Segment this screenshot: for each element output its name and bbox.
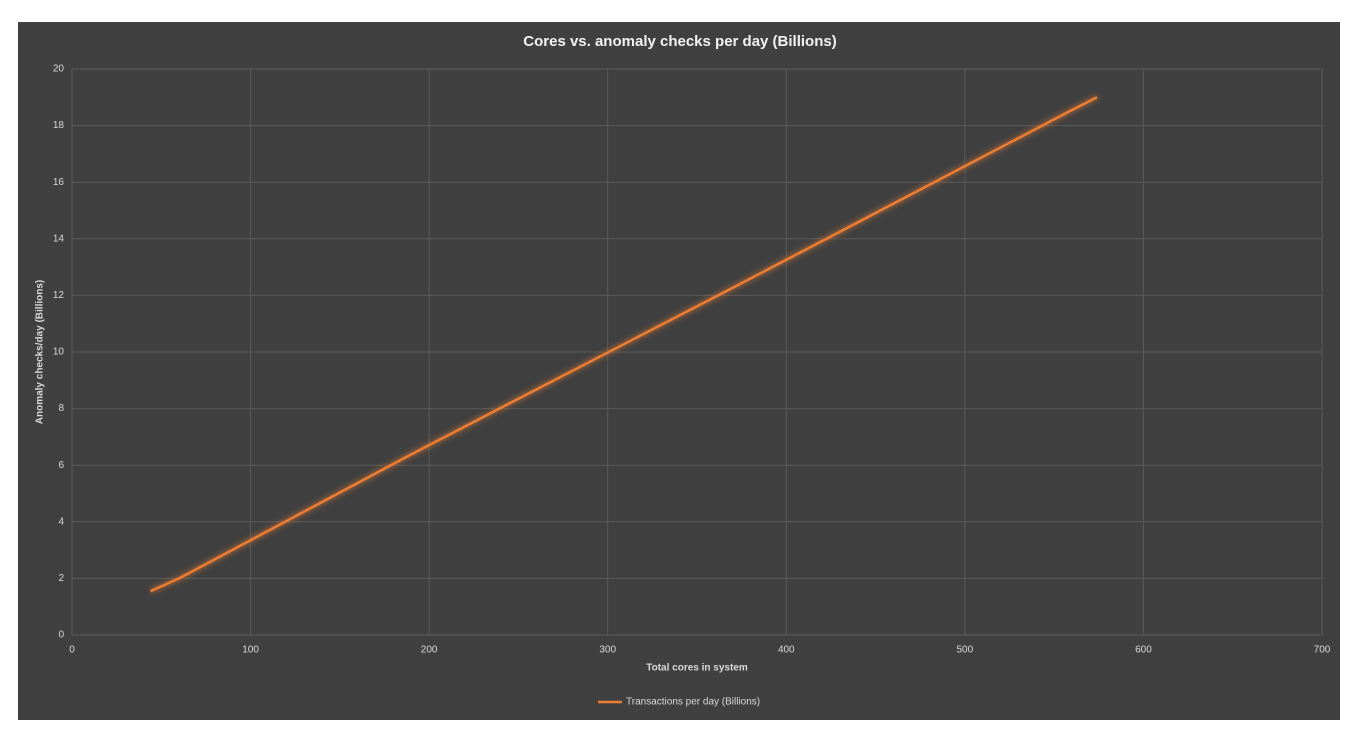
x-tick-label: 300 xyxy=(599,645,616,656)
x-tick-label: 600 xyxy=(1135,645,1152,656)
y-tick-label: 12 xyxy=(53,290,65,301)
chart-background xyxy=(18,22,1340,720)
y-tick-label: 18 xyxy=(53,120,65,131)
x-tick-label: 500 xyxy=(957,645,974,656)
y-tick-label: 2 xyxy=(58,573,64,584)
y-axis-label: Anomaly checks/day (Billions) xyxy=(35,280,46,425)
y-tick-label: 8 xyxy=(58,403,64,414)
chart-title: Cores vs. anomaly checks per day (Billio… xyxy=(523,33,836,50)
legend-label: Transactions per day (Billions) xyxy=(626,697,760,708)
data-line xyxy=(150,96,1098,593)
x-tick-label: 100 xyxy=(242,645,259,656)
y-tick-label: 16 xyxy=(53,177,65,188)
y-tick-label: 0 xyxy=(58,630,64,641)
y-tick-label: 4 xyxy=(58,516,64,527)
x-tick-label: 0 xyxy=(69,645,75,656)
x-axis-label: Total cores in system xyxy=(646,663,748,674)
y-tick-label: 10 xyxy=(53,347,65,358)
y-tick-label: 14 xyxy=(53,233,65,244)
x-tick-label: 200 xyxy=(421,645,438,656)
x-tick-label: 700 xyxy=(1314,645,1331,656)
x-tick-label: 400 xyxy=(778,645,795,656)
y-tick-label: 20 xyxy=(53,64,65,75)
y-tick-label: 6 xyxy=(58,460,64,471)
